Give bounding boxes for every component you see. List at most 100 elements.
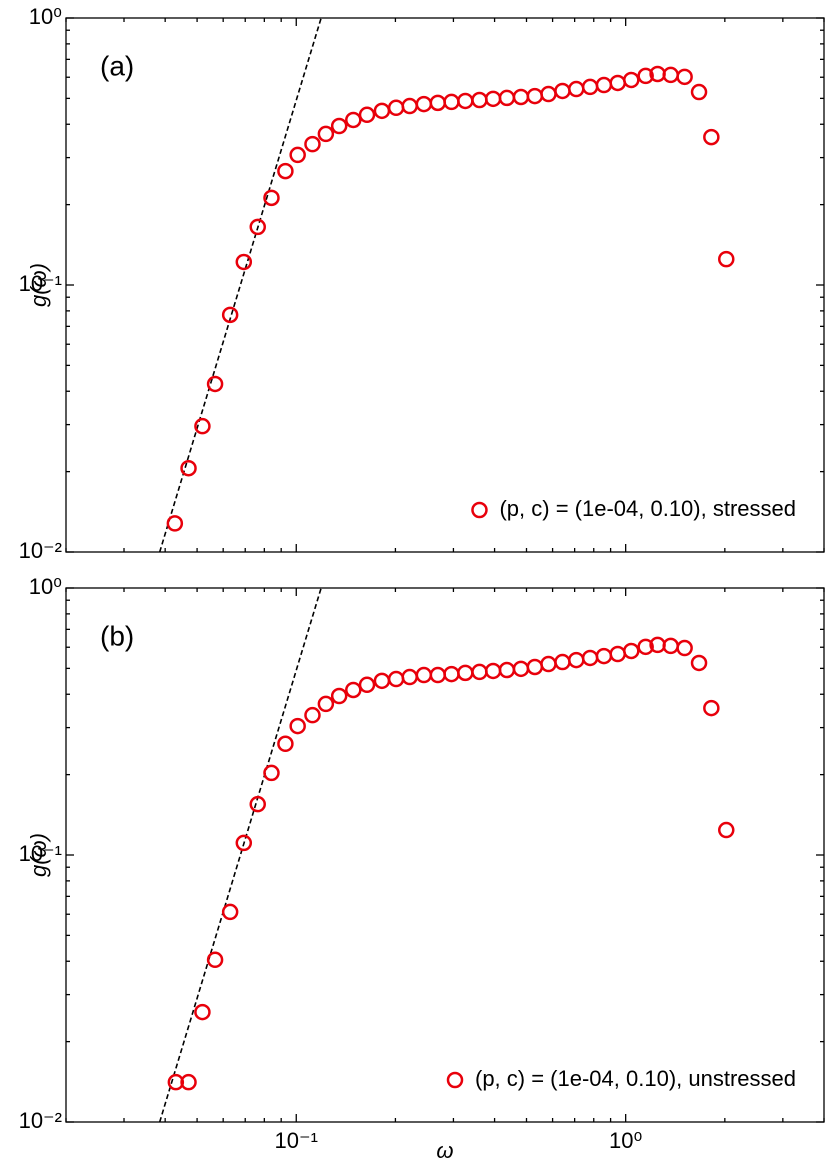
data-point	[471, 91, 488, 109]
y-tick-label: 10⁻²	[19, 538, 62, 563]
x-axis-label: ω	[436, 1138, 453, 1163]
data-point	[206, 951, 224, 969]
x-tick-label: 10⁻¹	[275, 1128, 318, 1153]
data-point	[358, 676, 376, 694]
data-point	[526, 658, 544, 676]
data-point	[457, 664, 474, 682]
data-point	[263, 764, 280, 782]
data-point	[554, 653, 571, 671]
data-point	[166, 515, 184, 532]
panel-label: (b)	[100, 620, 134, 651]
data-point	[457, 92, 474, 110]
data-point	[415, 95, 433, 113]
y-axis-label: g(ω)	[26, 833, 51, 877]
data-point	[289, 717, 306, 735]
data-point	[373, 672, 391, 690]
data-point	[289, 146, 306, 164]
data-point	[443, 93, 460, 111]
data-point	[703, 699, 720, 717]
y-tick-label: 10⁻²	[19, 1108, 62, 1133]
x-tick-label: 10⁰	[609, 1128, 642, 1153]
data-point	[429, 666, 447, 684]
data-point	[662, 637, 679, 655]
data-point	[595, 647, 613, 665]
data-point	[718, 821, 735, 839]
data-point	[194, 417, 211, 435]
data-point	[401, 668, 418, 686]
data-point	[581, 649, 599, 667]
data-point	[221, 306, 239, 324]
data-point	[637, 638, 654, 656]
data-point	[235, 834, 253, 852]
legend-marker	[471, 501, 488, 519]
data-point	[429, 94, 447, 112]
legend-marker	[446, 1071, 464, 1089]
data-point	[637, 67, 654, 85]
data-point	[221, 903, 239, 921]
data-point	[249, 218, 266, 236]
data-point	[167, 1073, 185, 1091]
data-point	[235, 253, 253, 271]
data-point	[662, 66, 679, 84]
data-point	[581, 78, 599, 96]
data-point	[554, 82, 571, 100]
y-tick-label: 10⁰	[29, 574, 62, 599]
data-point	[443, 665, 460, 683]
data-point	[690, 654, 708, 672]
data-point	[304, 135, 321, 153]
data-point	[249, 795, 266, 813]
data-point	[180, 459, 197, 477]
data-point	[277, 735, 294, 753]
data-point	[623, 71, 640, 89]
data-point	[345, 681, 362, 699]
data-point	[358, 106, 376, 124]
data-point	[703, 128, 720, 146]
data-point	[512, 88, 530, 106]
data-point	[206, 375, 224, 393]
data-point	[373, 102, 391, 120]
legend-label: (p, c) = (1e-04, 0.10), unstressed	[475, 1066, 796, 1091]
data-point	[568, 80, 585, 98]
data-point	[568, 651, 585, 669]
y-tick-label: 10⁰	[29, 4, 62, 29]
data-point	[512, 660, 530, 678]
data-point	[676, 68, 693, 86]
data-point	[540, 85, 557, 103]
reference-line	[158, 17, 322, 553]
legend-label: (p, c) = (1e-04, 0.10), stressed	[499, 496, 796, 521]
data-point	[387, 99, 405, 117]
data-point	[330, 687, 348, 705]
data-point	[263, 189, 280, 207]
data-point	[180, 1073, 197, 1091]
panel-label: (a)	[100, 50, 134, 81]
y-tick-label: 10⁻¹	[19, 271, 62, 296]
data-point	[304, 706, 321, 724]
panel: 10⁻¹ 10⁰ 10⁻² 10⁻¹ 10⁰ g(ω) ω (b) (p, c) = (1e-0…	[19, 574, 825, 1163]
data-point	[471, 663, 488, 681]
data-point	[317, 695, 335, 713]
data-point	[623, 642, 640, 660]
data-point	[595, 76, 613, 94]
data-point	[498, 89, 516, 107]
data-point	[609, 74, 626, 92]
y-tick-label: 10⁻¹	[19, 841, 62, 866]
data-point	[317, 125, 335, 143]
y-axis-label: g(ω)	[26, 263, 51, 307]
data-point	[387, 670, 405, 688]
plot-frame	[65, 587, 825, 1123]
data-point	[401, 97, 418, 115]
data-point	[609, 645, 626, 663]
data-point	[690, 83, 708, 101]
data-point	[526, 87, 544, 105]
data-point	[194, 1003, 211, 1021]
data-point	[498, 661, 516, 679]
data-point	[415, 666, 433, 684]
data-point	[676, 639, 693, 657]
reference-line	[158, 587, 322, 1123]
data-point	[345, 111, 362, 129]
data-point	[540, 655, 557, 673]
data-point	[484, 662, 502, 680]
data-point	[330, 117, 348, 135]
data-point	[484, 90, 502, 108]
